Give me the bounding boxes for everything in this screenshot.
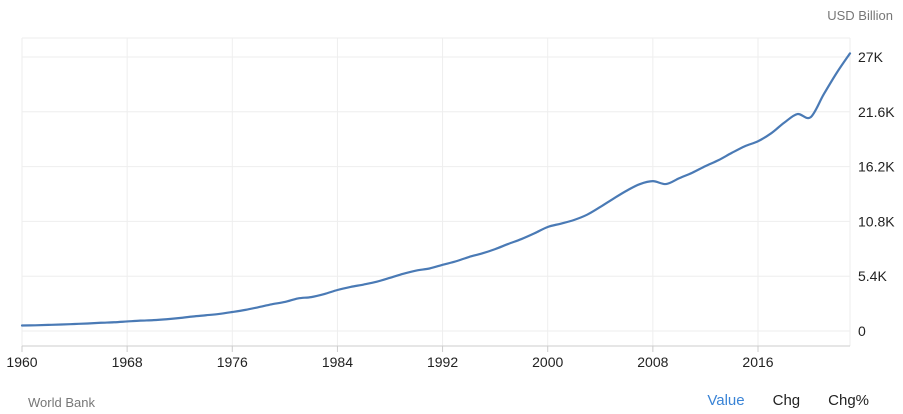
y-tick-label: 16.2K [858,159,895,175]
view-tabs: Value Chg Chg% [707,392,869,409]
tab-chg-percent[interactable]: Chg% [828,392,869,409]
series-line-layer [20,52,852,327]
y-tick-label: 21.6K [858,104,895,120]
grid [21,37,851,352]
x-tick-label: 2000 [532,354,563,370]
y-tick-label: 10.8K [858,213,895,229]
y-tick-label: 5.4K [858,268,887,284]
y-axis-tick-labels: 0 5.4K 10.8K 16.2K 21.6K 27K [858,49,895,339]
source-label: World Bank [28,395,95,410]
x-tick-label: 1984 [322,354,353,370]
y-tick-label: 27K [858,49,884,65]
x-tick-label: 2008 [637,354,668,370]
x-tick-label: 1976 [217,354,248,370]
x-tick-label: 1960 [6,354,37,370]
tab-value[interactable]: Value [707,392,745,409]
x-tick-label: 1992 [427,354,458,370]
unit-label: USD Billion [827,8,893,23]
x-tick-label: 1968 [112,354,143,370]
series-line [20,52,852,327]
y-tick-label: 0 [858,323,866,339]
x-axis-tick-labels: 1960 1968 1976 1984 1992 2000 2008 2016 [6,354,773,370]
x-tick-label: 2016 [742,354,773,370]
tab-chg[interactable]: Chg [772,392,801,409]
